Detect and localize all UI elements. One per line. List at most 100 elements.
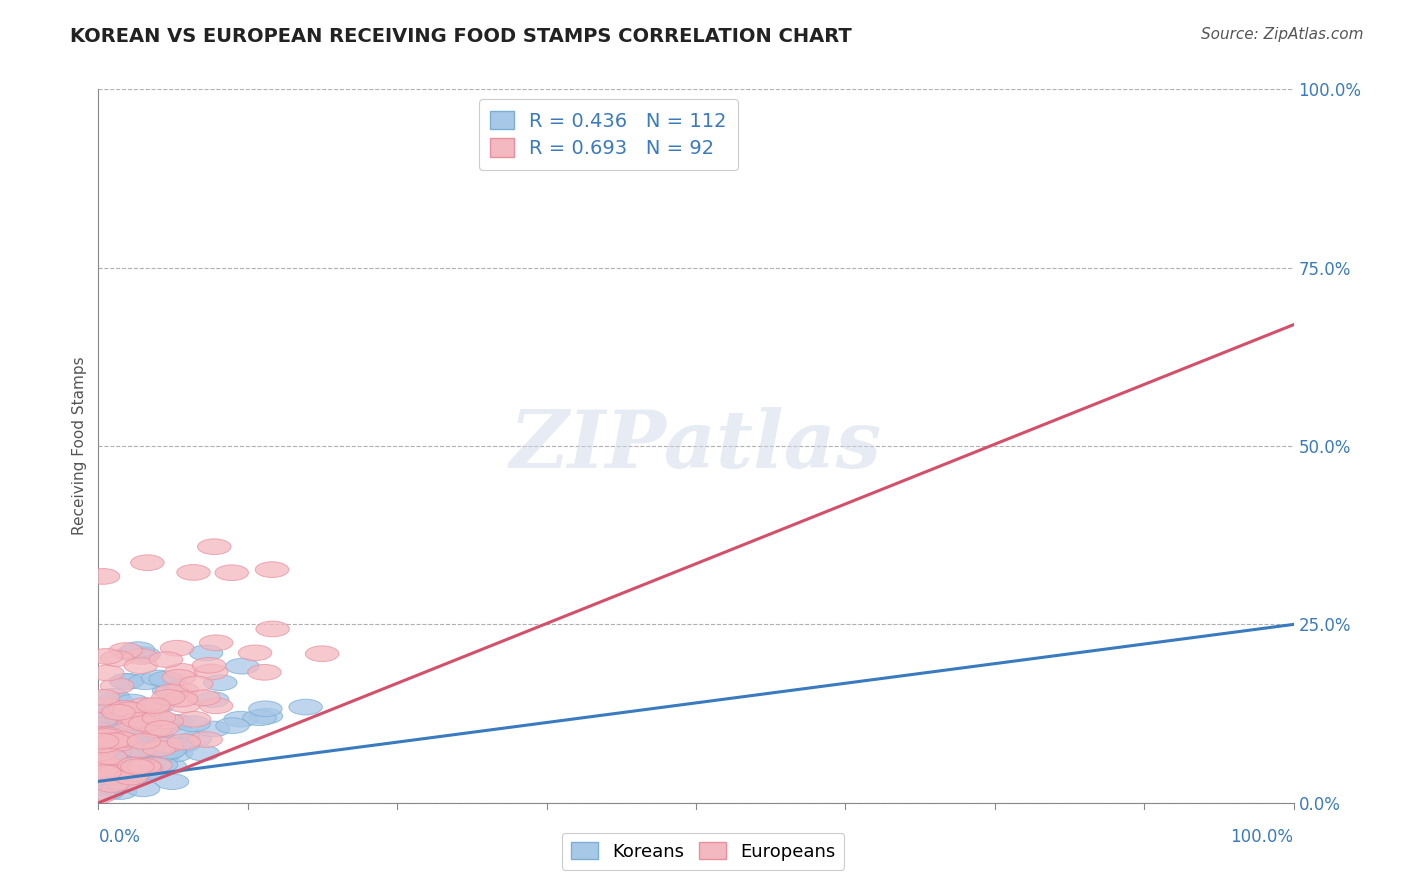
Ellipse shape <box>117 714 150 731</box>
Ellipse shape <box>117 731 150 746</box>
Ellipse shape <box>96 777 128 792</box>
Ellipse shape <box>118 765 152 781</box>
Ellipse shape <box>143 738 177 753</box>
Ellipse shape <box>96 689 129 704</box>
Ellipse shape <box>200 698 233 714</box>
Ellipse shape <box>152 743 186 759</box>
Ellipse shape <box>197 721 231 737</box>
Ellipse shape <box>93 764 127 780</box>
Ellipse shape <box>247 665 281 681</box>
Ellipse shape <box>243 710 277 725</box>
Ellipse shape <box>84 778 117 794</box>
Ellipse shape <box>122 742 156 757</box>
Ellipse shape <box>101 736 134 751</box>
Ellipse shape <box>90 727 124 743</box>
Ellipse shape <box>87 780 121 796</box>
Ellipse shape <box>145 748 179 764</box>
Ellipse shape <box>224 711 257 727</box>
Ellipse shape <box>100 745 134 761</box>
Ellipse shape <box>177 731 211 747</box>
Ellipse shape <box>177 712 211 727</box>
Ellipse shape <box>114 744 148 759</box>
Ellipse shape <box>249 708 283 724</box>
Ellipse shape <box>167 697 201 713</box>
Ellipse shape <box>121 759 155 774</box>
Ellipse shape <box>90 732 124 747</box>
Ellipse shape <box>86 737 120 753</box>
Ellipse shape <box>84 731 118 746</box>
Ellipse shape <box>142 670 174 686</box>
Ellipse shape <box>195 691 229 707</box>
Ellipse shape <box>90 719 124 735</box>
Ellipse shape <box>150 745 184 760</box>
Ellipse shape <box>139 757 172 773</box>
Ellipse shape <box>87 771 121 786</box>
Ellipse shape <box>114 724 148 739</box>
Ellipse shape <box>86 739 118 754</box>
Ellipse shape <box>128 698 162 714</box>
Ellipse shape <box>153 758 187 774</box>
Ellipse shape <box>90 665 124 681</box>
Ellipse shape <box>128 760 162 776</box>
Ellipse shape <box>98 743 132 759</box>
Ellipse shape <box>98 765 132 780</box>
Ellipse shape <box>149 672 183 687</box>
Ellipse shape <box>142 710 176 726</box>
Ellipse shape <box>108 747 142 764</box>
Text: KOREAN VS EUROPEAN RECEIVING FOOD STAMPS CORRELATION CHART: KOREAN VS EUROPEAN RECEIVING FOOD STAMPS… <box>70 27 852 45</box>
Ellipse shape <box>100 736 134 751</box>
Ellipse shape <box>115 694 149 710</box>
Ellipse shape <box>127 647 160 663</box>
Ellipse shape <box>107 720 141 735</box>
Legend: Koreans, Europeans: Koreans, Europeans <box>561 833 845 870</box>
Ellipse shape <box>91 698 125 714</box>
Ellipse shape <box>139 722 173 738</box>
Ellipse shape <box>86 690 120 705</box>
Ellipse shape <box>129 760 163 776</box>
Ellipse shape <box>136 733 170 748</box>
Ellipse shape <box>197 539 231 555</box>
Ellipse shape <box>83 745 117 761</box>
Ellipse shape <box>215 565 249 581</box>
Ellipse shape <box>121 713 155 728</box>
Ellipse shape <box>86 772 120 789</box>
Ellipse shape <box>89 777 122 792</box>
Ellipse shape <box>98 741 132 757</box>
Ellipse shape <box>239 645 271 661</box>
Text: ZIPatlas: ZIPatlas <box>510 408 882 484</box>
Ellipse shape <box>94 769 127 784</box>
Ellipse shape <box>194 665 228 680</box>
Ellipse shape <box>103 729 136 744</box>
Ellipse shape <box>150 714 183 729</box>
Ellipse shape <box>150 737 183 753</box>
Ellipse shape <box>305 646 339 662</box>
Text: 0.0%: 0.0% <box>98 828 141 846</box>
Ellipse shape <box>87 764 121 780</box>
Ellipse shape <box>128 715 162 731</box>
Ellipse shape <box>112 702 146 718</box>
Ellipse shape <box>98 744 132 760</box>
Ellipse shape <box>86 733 118 749</box>
Ellipse shape <box>90 750 124 766</box>
Ellipse shape <box>94 779 128 795</box>
Ellipse shape <box>93 778 125 794</box>
Ellipse shape <box>100 736 134 752</box>
Ellipse shape <box>100 723 134 739</box>
Ellipse shape <box>87 717 120 733</box>
Ellipse shape <box>84 737 118 753</box>
Ellipse shape <box>167 734 201 750</box>
Ellipse shape <box>83 788 117 804</box>
Ellipse shape <box>160 640 194 656</box>
Ellipse shape <box>136 698 170 714</box>
Ellipse shape <box>100 730 134 746</box>
Ellipse shape <box>83 775 117 791</box>
Ellipse shape <box>117 646 149 661</box>
Ellipse shape <box>114 707 146 723</box>
Ellipse shape <box>86 756 120 772</box>
Text: 100.0%: 100.0% <box>1230 828 1294 846</box>
Ellipse shape <box>177 716 211 731</box>
Ellipse shape <box>83 733 117 748</box>
Ellipse shape <box>127 781 160 797</box>
Ellipse shape <box>145 756 177 772</box>
Ellipse shape <box>97 733 131 748</box>
